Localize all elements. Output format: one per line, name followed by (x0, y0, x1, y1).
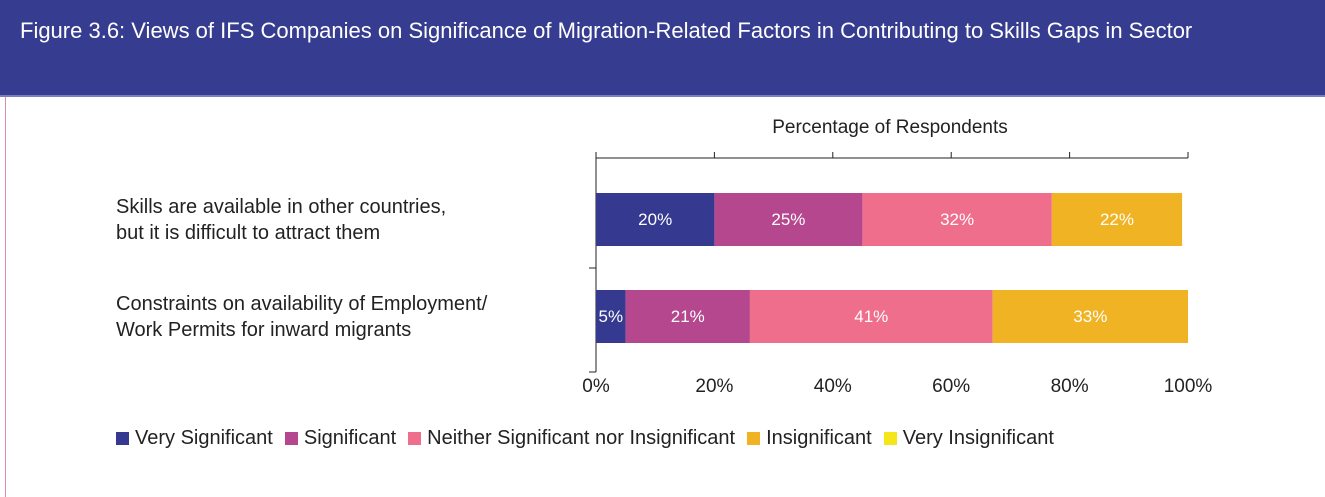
bar-segment (596, 290, 626, 343)
data-label: 32% (940, 210, 974, 229)
legend-item: Very Significant (116, 427, 273, 450)
legend-item: Insignificant (747, 427, 872, 450)
data-label: 20% (638, 210, 672, 229)
axis-title: Percentage of Respondents (772, 117, 1008, 138)
data-label: 25% (771, 210, 805, 229)
legend-swatch (408, 432, 422, 445)
border (5, 97, 6, 497)
x-tick-label: 80% (1051, 376, 1089, 397)
bar-segment (1051, 193, 1183, 246)
x-tick-label: 40% (814, 376, 852, 397)
legend-swatch (116, 432, 129, 445)
legend-label: Very Insignificant (902, 427, 1054, 449)
legend-swatch (883, 432, 897, 445)
legend-label: Significant (303, 427, 397, 449)
legend-label: Neither Significant nor Insignificant (427, 427, 736, 449)
x-tick-label: 100% (1164, 376, 1213, 397)
legend-item: Significant (284, 427, 397, 450)
bar-segment (992, 290, 1188, 343)
legend-swatch (747, 432, 761, 445)
bar-segment (714, 193, 863, 246)
bar-segment (625, 290, 750, 343)
bar-segment (596, 193, 715, 246)
data-label: 5% (599, 307, 624, 326)
legend-swatch (284, 432, 298, 445)
x-tick-label: 0% (582, 376, 610, 397)
data-label: 41% (854, 307, 888, 326)
x-tick-label: 20% (695, 376, 733, 397)
category-label: Skills are available in other countries,… (116, 195, 447, 244)
data-label: 21% (671, 307, 705, 326)
legend-item: Very Insignificant (883, 427, 1054, 450)
category-label: Constraints on availability of Employmen… (116, 292, 488, 341)
data-label: 33% (1073, 307, 1107, 326)
legend-label: Very Significant (135, 427, 273, 449)
legend-item: Neither Significant nor Insignificant (408, 427, 735, 450)
bar-segment (862, 193, 1052, 246)
bar-segment (749, 290, 993, 343)
chart-title: Figure 3.6: Views of IFS Companies on Si… (0, 0, 1325, 97)
data-label: 22% (1100, 210, 1134, 229)
x-tick-label: 60% (932, 376, 970, 397)
legend-label: Insignificant (766, 427, 872, 449)
legend: Very Significant Significant Neither Signi… (116, 427, 1066, 450)
